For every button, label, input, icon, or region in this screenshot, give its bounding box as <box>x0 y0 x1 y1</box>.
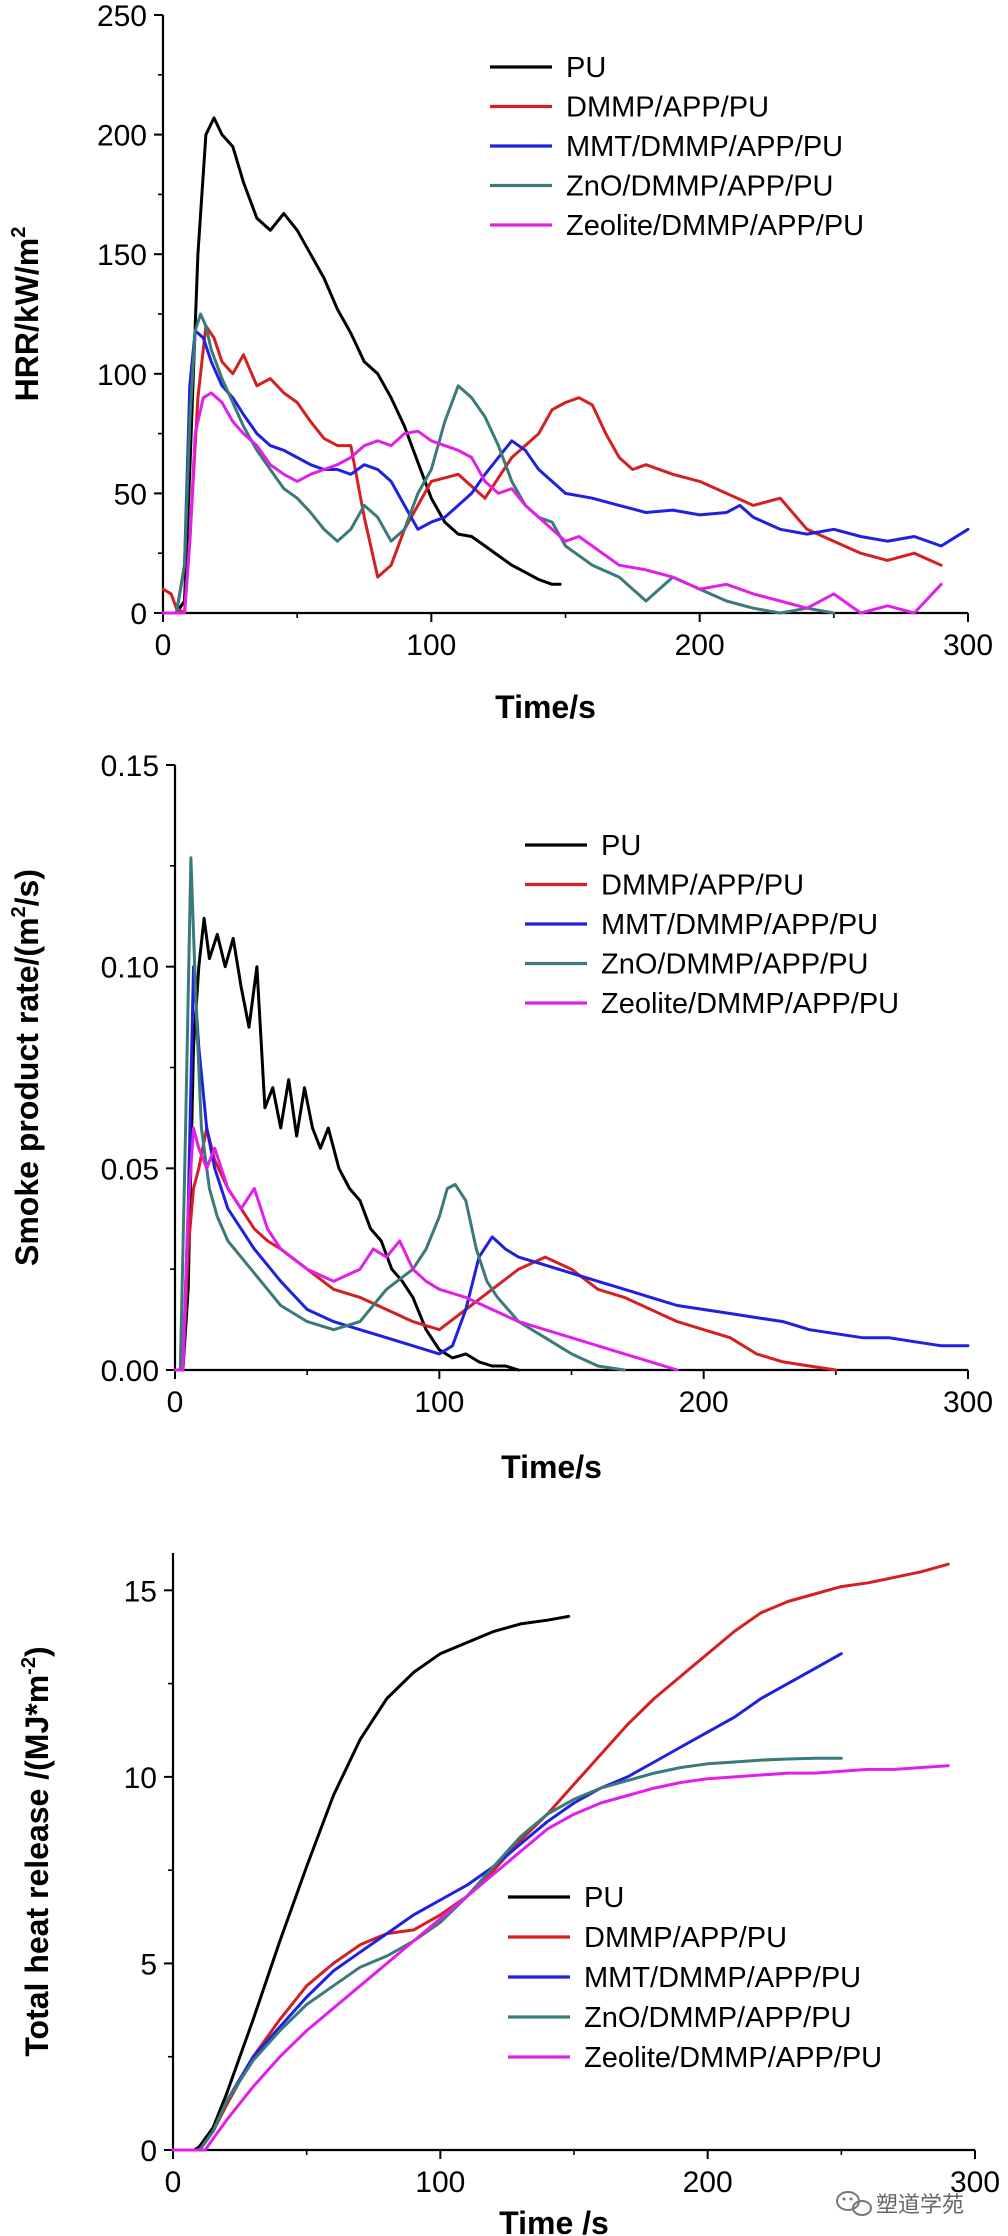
legend: PU DMMP/APP/PU MMT/DMMP/APP/PU ZnO/DMMP/APP… <box>525 830 899 1020</box>
series-line-pu <box>171 1614 571 2152</box>
watermark-text: 塑道学苑 <box>876 2193 964 2218</box>
x-tick-label: 300 <box>950 2166 1000 2199</box>
y-tick-label: 5 <box>140 1948 157 1981</box>
legend-label-zno-dmmp-app-pu: ZnO/DMMP/APP/PU <box>584 2002 852 2034</box>
legend-label-zno-dmmp-app-pu: ZnO/DMMP/APP/PU <box>566 171 834 203</box>
y-tick-label: 0.00 <box>101 1355 159 1388</box>
y-axis-title: Smoke product rate/(m2/s) <box>8 869 45 1266</box>
x-tick-label: 0 <box>165 2166 182 2199</box>
legend-label-pu: PU <box>601 830 641 862</box>
legend-label-pu: PU <box>584 1882 624 1914</box>
series-line-dmmp-app-pu <box>161 324 943 615</box>
legend-label-zeolite-dmmp-app-pu: Zeolite/DMMP/APP/PU <box>601 988 899 1020</box>
y-axis-title-main: HRR/kW/m <box>9 238 45 402</box>
y-axis-title-end: /s) <box>9 869 45 906</box>
y-tick-label: 200 <box>97 120 147 153</box>
x-tick-label: 100 <box>415 2166 465 2199</box>
series-line-zeolite-dmmp-app-pu <box>161 391 943 615</box>
legend-label-dmmp-app-pu: DMMP/APP/PU <box>584 1922 787 1954</box>
series-line-zno-dmmp-app-pu <box>173 856 626 1372</box>
y-tick-label: 0.10 <box>101 952 159 985</box>
legend: PU DMMP/APP/PU MMT/DMMP/APP/PU ZnO/DMMP/APP… <box>490 52 864 242</box>
x-tick-label: 300 <box>943 629 993 662</box>
watermark: 塑道学苑 <box>836 2191 964 2218</box>
series-line-zno-dmmp-app-pu <box>171 1756 843 2152</box>
y-axis-title-main: Total heat release /(MJ*m <box>19 1675 55 2057</box>
legend-label-mmt-dmmp-app-pu: MMT/DMMP/APP/PU <box>566 131 843 163</box>
legend-label-pu: PU <box>566 52 606 84</box>
series-line-pu <box>161 116 562 615</box>
y-tick-label: 150 <box>97 239 147 272</box>
y-tick-label: 10 <box>124 1762 157 1795</box>
series-group <box>171 1562 950 2152</box>
y-tick-label: 0 <box>130 598 147 631</box>
x-tick-label: 0 <box>167 1386 184 1419</box>
legend: PU DMMP/APP/PU MMT/DMMP/APP/PU ZnO/DMMP/APP… <box>508 1882 882 2074</box>
wechat-icon <box>836 2191 872 2216</box>
legend-label-zeolite-dmmp-app-pu: Zeolite/DMMP/APP/PU <box>584 2042 882 2074</box>
series-line-pu <box>173 916 521 1372</box>
y-tick-label: 250 <box>97 0 147 33</box>
legend-label-dmmp-app-pu: DMMP/APP/PU <box>566 92 769 124</box>
y-tick-label: 50 <box>114 478 147 511</box>
series-line-mmt-dmmp-app-pu <box>161 329 970 615</box>
series-line-zeolite-dmmp-app-pu <box>171 1764 950 2152</box>
y-axis-title-main: Smoke product rate/(m <box>9 917 45 1266</box>
legend-label-dmmp-app-pu: DMMP/APP/PU <box>601 870 804 902</box>
chart-panel-1: 0 100 200 300 0 50 100 150 200 250 Time/s HRR/kW/m2… <box>8 0 993 725</box>
y-axis-title: HRR/kW/m2 <box>8 227 45 402</box>
x-axis-title: Time/s <box>501 1449 602 1485</box>
x-tick-label: 100 <box>414 1386 464 1419</box>
x-tick-label: 300 <box>943 1386 993 1419</box>
y-axis-title-superscript: 2 <box>8 906 30 917</box>
x-tick-label: 200 <box>683 2166 733 2199</box>
legend-label-mmt-dmmp-app-pu: MMT/DMMP/APP/PU <box>601 909 878 941</box>
y-tick-label: 100 <box>97 359 147 392</box>
series-line-mmt-dmmp-app-pu <box>173 965 970 1372</box>
y-axis-title: Total heat release /(MJ*m-2) <box>18 1646 55 2056</box>
y-tick-label: 0 <box>140 2135 157 2168</box>
x-tick-label: 0 <box>155 629 172 662</box>
chart-panel-3: 0 100 200 300 0 5 10 15 Time /s Total heat releas… <box>18 1553 1000 2236</box>
series-group <box>161 116 970 615</box>
y-tick-label: 0.15 <box>101 750 159 783</box>
x-tick-label: 200 <box>675 629 725 662</box>
legend-label-zeolite-dmmp-app-pu: Zeolite/DMMP/APP/PU <box>566 210 864 242</box>
x-axis-title: Time /s <box>499 2205 609 2236</box>
series-group <box>173 856 970 1372</box>
series-line-zeolite-dmmp-app-pu <box>173 1126 679 1372</box>
y-axis-title-superscript: -2 <box>18 1657 40 1675</box>
series-line-mmt-dmmp-app-pu <box>171 1652 843 2152</box>
y-axis-title-end: ) <box>19 1646 55 1657</box>
chart-panel-2: 0 100 200 300 0.00 0.05 0.10 0.15 Time/s Smoke pr… <box>8 750 993 1485</box>
legend-label-zno-dmmp-app-pu: ZnO/DMMP/APP/PU <box>601 949 869 981</box>
series-line-zno-dmmp-app-pu <box>161 312 836 615</box>
x-axis-title: Time/s <box>495 689 596 725</box>
y-tick-label: 0.05 <box>101 1153 159 1186</box>
x-tick-label: 100 <box>406 629 456 662</box>
y-tick-label: 15 <box>124 1575 157 1608</box>
legend-label-mmt-dmmp-app-pu: MMT/DMMP/APP/PU <box>584 1962 861 1994</box>
y-axis-title-superscript: 2 <box>8 227 30 238</box>
x-tick-label: 200 <box>679 1386 729 1419</box>
